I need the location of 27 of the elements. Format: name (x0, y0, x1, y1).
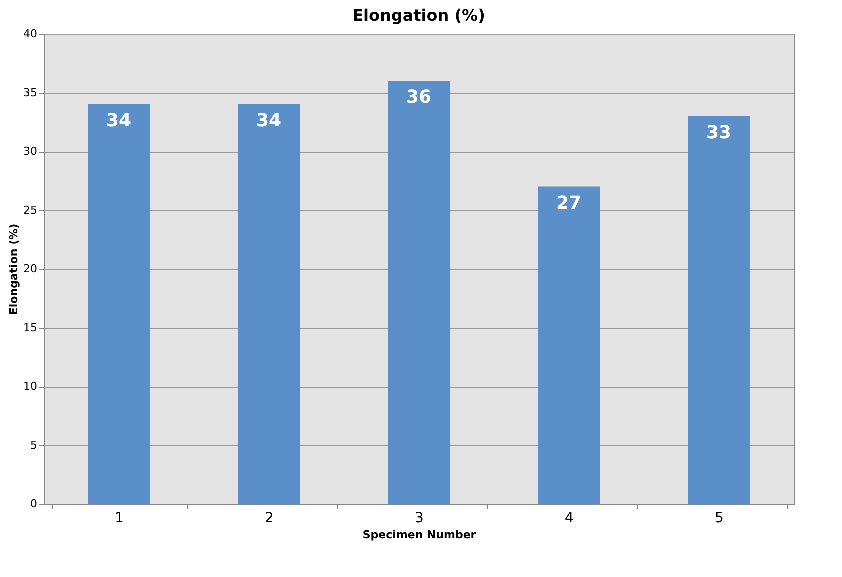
y-axis-title: Elongation (%) (8, 224, 21, 316)
x-tick-label: 3 (415, 510, 424, 526)
data-label: 34 (256, 110, 282, 132)
x-tick-label: 5 (715, 510, 724, 526)
data-label: 27 (556, 192, 582, 214)
x-tick-label: 1 (115, 510, 124, 526)
x-tick-label: 4 (565, 510, 574, 526)
y-tick-label: 20 (24, 262, 38, 276)
data-label: 33 (706, 122, 732, 144)
y-tick-label: 15 (24, 321, 38, 334)
y-tick-label: 5 (30, 438, 38, 452)
x-tick-label: 2 (265, 510, 274, 526)
y-tick-label: 25 (24, 204, 38, 217)
y-tick-label: 35 (24, 86, 38, 100)
data-label: 36 (406, 87, 432, 108)
bar (688, 116, 750, 504)
y-tick-label: 0 (30, 498, 38, 510)
bar (388, 81, 450, 504)
y-tick-label: 10 (24, 380, 38, 393)
data-label: 34 (106, 110, 132, 132)
chart-title: Elongation (%) (352, 6, 486, 25)
y-tick-label: 30 (24, 145, 38, 158)
bar (238, 104, 300, 504)
bar (88, 104, 150, 504)
y-tick-label: 40 (24, 28, 38, 40)
bar (538, 186, 600, 504)
x-axis-title: Specimen Number (362, 528, 477, 542)
